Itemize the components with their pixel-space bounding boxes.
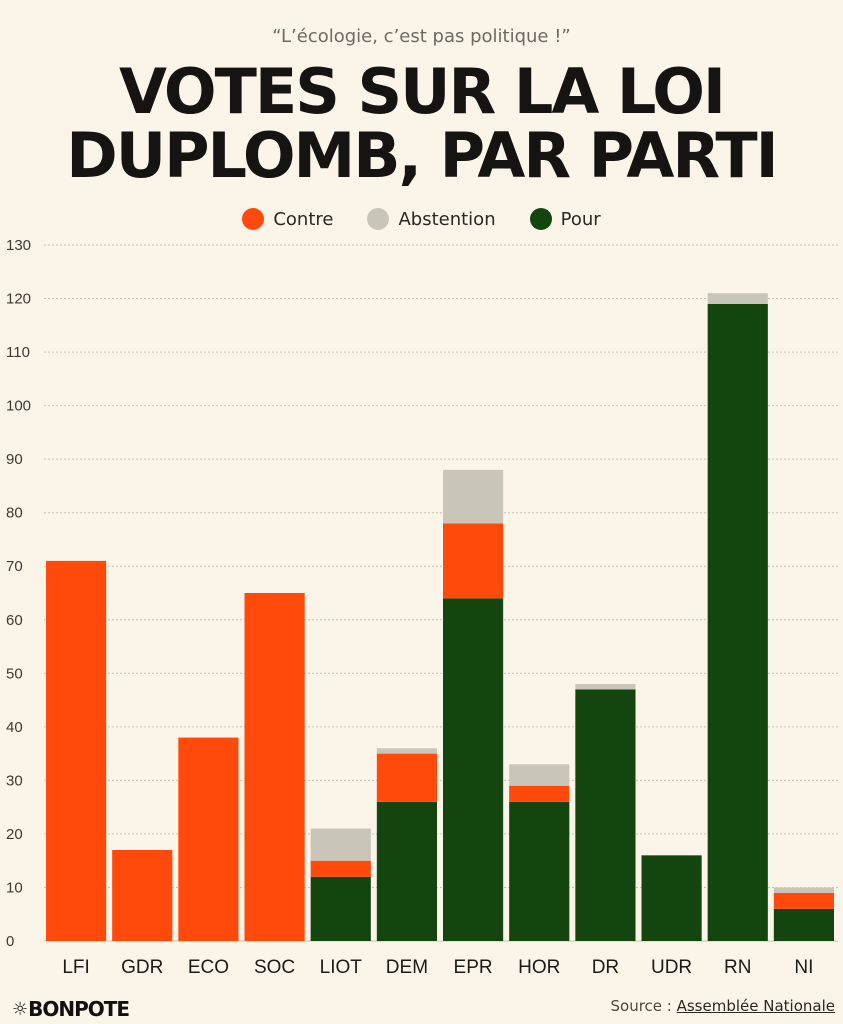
bar-gdr-contre [112,849,173,941]
y-tick-label: 90 [6,451,23,468]
logo-text: BONPOTE [28,997,130,1021]
bar-rn-abstention [707,293,768,304]
x-tick-label-liot: LIOT [320,957,363,978]
legend-swatch-contre [242,208,265,230]
legend-label-contre: Contre [273,208,334,230]
bar-epr-pour [443,598,504,941]
source-link[interactable]: Assemblée Nationale [676,997,835,1015]
bar-hor-abstention [509,764,570,786]
legend-item-pour: Pour [529,208,601,230]
y-tick-label: 40 [6,719,23,736]
bar-epr-contre [443,523,504,599]
legend-label-pour: Pour [560,208,601,230]
bar-rn-pour [707,303,768,941]
bar-eco-contre [178,737,239,941]
y-tick-label: 60 [6,612,23,629]
bar-lfi-contre [46,560,107,941]
logo-mark-icon: ☼ [12,998,28,1020]
y-tick-label: 120 [6,291,31,308]
bar-dem-contre [376,753,437,802]
bar-epr-abstention [443,469,504,524]
x-tick-label-lfi: LFI [62,957,89,978]
source-credit: Source : Assemblée Nationale [611,997,836,1015]
bar-hor-pour [509,801,570,941]
y-tick-label: 10 [6,879,23,896]
chart-subtitle: “L’écologie, c’est pas politique !” [272,26,571,47]
x-tick-label-eco: ECO [188,957,229,978]
bar-ni-contre [773,892,834,909]
bar-ni-pour [773,908,834,941]
x-tick-label-ni: NI [794,957,813,978]
bar-hor-contre [509,785,570,802]
y-tick-label: 30 [6,772,23,789]
legend-item-abstention: Abstention [367,208,496,230]
y-tick-label: 20 [6,826,23,843]
y-tick-label: 50 [6,665,23,682]
y-tick-label: 70 [6,558,23,575]
bar-dem-pour [376,801,437,941]
legend-item-contre: Contre [242,208,333,230]
bar-dem-abstention [376,748,437,754]
x-tick-label-soc: SOC [254,957,295,978]
bar-udr-pour [641,855,702,941]
y-tick-label: 100 [6,398,31,415]
chart-legend: Contre Abstention Pour [0,208,843,230]
x-tick-label-dr: DR [592,957,619,978]
bar-liot-contre [310,860,371,877]
x-tick-label-hor: HOR [518,957,560,978]
y-tick-label: 110 [6,344,30,361]
y-tick-label: 80 [6,505,23,522]
legend-swatch-pour [529,208,552,230]
legend-label-abstention: Abstention [398,208,496,230]
y-tick-label: 130 [6,237,31,254]
chart-title-line-2: DUPLOMB, PAR PARTI [66,119,778,192]
y-tick-label: 0 [6,933,14,950]
bar-liot-pour [310,876,371,941]
bar-dr-pour [575,689,636,941]
bar-liot-abstention [310,828,371,861]
stacked-bar-chart: 0 10 20 30 40 50 60 70 80 90 100 110 120 130 LFI GDR ECO… [6,237,838,978]
x-tick-label-udr: UDR [651,957,692,978]
bonpote-logo: ☼ BONPOTE [12,997,130,1021]
x-tick-label-rn: RN [724,957,751,978]
legend-swatch-abstention [367,208,390,230]
chart-title: VOTES SUR LA LOI DUPLOMB, PAR PARTI [0,60,843,188]
bar-soc-contre [244,593,305,941]
x-tick-label-epr: EPR [454,957,493,978]
bar-dr-abstention [575,684,636,690]
bar-ni-abstention [773,887,834,893]
x-tick-label-gdr: GDR [121,957,163,978]
source-label: Source : [610,997,677,1015]
chart-title-line-1: VOTES SUR LA LOI [119,55,726,128]
x-tick-label-dem: DEM [386,957,428,978]
